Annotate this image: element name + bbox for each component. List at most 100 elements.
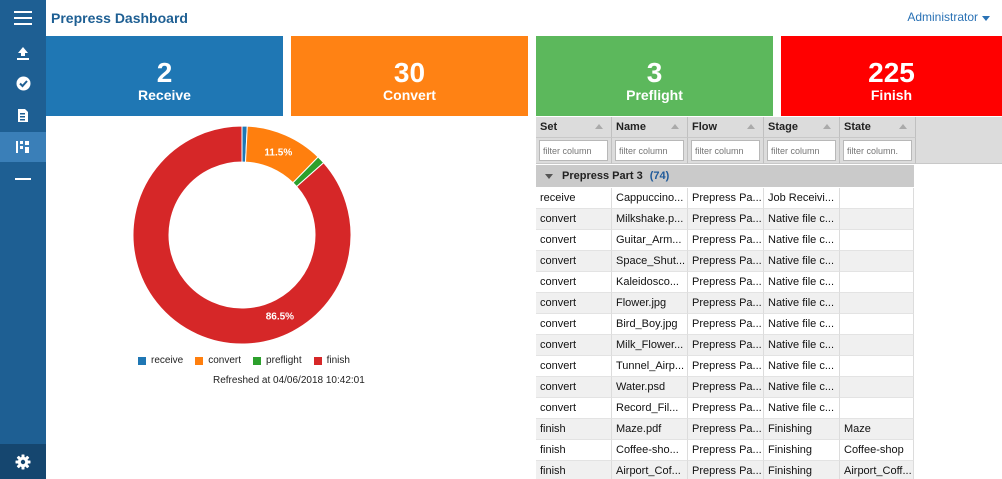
- cell-set: convert: [536, 377, 612, 398]
- table-header-filler: [914, 117, 1002, 164]
- cell-state: Maze: [840, 419, 914, 440]
- legend-swatch: [253, 356, 262, 365]
- tile-receive[interactable]: 2 Receive: [46, 36, 283, 116]
- table-row[interactable]: convert Tunnel_Airp... Prepress Pa... Nativ…: [536, 356, 914, 377]
- chart-panel: 11.5% 86.5% receive convert preflight finish…: [46, 117, 536, 479]
- tile-label: Convert: [383, 87, 436, 103]
- cell-name: Cappuccino...: [612, 188, 688, 209]
- column-header-stage[interactable]: Stage: [764, 117, 840, 138]
- column-header-name[interactable]: Name: [612, 117, 688, 138]
- table-row[interactable]: convert Record_Fil... Prepress Pa... Native…: [536, 398, 914, 419]
- tile-value: 2: [156, 57, 173, 88]
- table-row[interactable]: receive Cappuccino... Prepress Pa... Job Re…: [536, 188, 914, 209]
- tile-finish[interactable]: 225 Finish: [781, 36, 1002, 116]
- cell-name: Space_Shut...: [612, 251, 688, 272]
- cell-flow: Prepress Pa...: [688, 272, 764, 293]
- table-row[interactable]: convert Water.psd Prepress Pa... Native fil…: [536, 377, 914, 398]
- tile-preflight[interactable]: 3 Preflight: [536, 36, 773, 116]
- column-header-flow[interactable]: Flow: [688, 117, 764, 138]
- sort-icon[interactable]: [595, 124, 603, 129]
- table-row[interactable]: convert Milk_Flower... Prepress Pa... Nativ…: [536, 335, 914, 356]
- table-row[interactable]: convert Guitar_Arm... Prepress Pa... Native…: [536, 230, 914, 251]
- filter-input-name[interactable]: [615, 140, 684, 161]
- cell-flow: Prepress Pa...: [688, 398, 764, 419]
- table-row[interactable]: convert Bird_Boy.jpg Prepress Pa... Native …: [536, 314, 914, 335]
- divider-icon: [15, 178, 31, 180]
- sort-icon[interactable]: [671, 124, 679, 129]
- cell-stage: Native file c...: [764, 230, 840, 251]
- table-row[interactable]: convert Milkshake.p... Prepress Pa... Nativ…: [536, 209, 914, 230]
- cell-set: convert: [536, 209, 612, 230]
- cell-stage: Native file c...: [764, 356, 840, 377]
- user-menu[interactable]: Administrator: [907, 10, 990, 24]
- filter-input-set[interactable]: [539, 140, 608, 161]
- cell-set: receive: [536, 188, 612, 209]
- cell-flow: Prepress Pa...: [688, 314, 764, 335]
- cell-set: convert: [536, 251, 612, 272]
- legend-item-preflight[interactable]: preflight: [253, 355, 302, 366]
- chevron-down-icon: [982, 15, 990, 21]
- collapse-triangle-icon[interactable]: [545, 173, 553, 179]
- sort-icon[interactable]: [823, 124, 831, 129]
- group-label: Prepress Part 3: [562, 170, 643, 182]
- filter-input-stage[interactable]: [767, 140, 836, 161]
- sort-icon[interactable]: [899, 124, 907, 129]
- cell-set: convert: [536, 398, 612, 419]
- table-row[interactable]: finish Airport_Cof... Prepress Pa... Finish…: [536, 461, 914, 479]
- sidebar-item-dashboard[interactable]: [0, 132, 46, 162]
- cell-stage: Native file c...: [764, 314, 840, 335]
- cell-set: convert: [536, 335, 612, 356]
- cell-state: [840, 398, 914, 419]
- table-row[interactable]: convert Space_Shut... Prepress Pa... Native…: [536, 251, 914, 272]
- cell-set: convert: [536, 314, 612, 335]
- tile-value: 30: [393, 57, 426, 88]
- cell-stage: Native file c...: [764, 293, 840, 314]
- settings-button[interactable]: [0, 444, 46, 479]
- legend-label: finish: [326, 355, 350, 366]
- sidebar-item-upload[interactable]: [0, 38, 46, 68]
- cell-set: finish: [536, 461, 612, 479]
- cell-set: convert: [536, 356, 612, 377]
- cell-name: Guitar_Arm...: [612, 230, 688, 251]
- cell-stage: Finishing: [764, 419, 840, 440]
- table-row[interactable]: convert Kaleidosco... Prepress Pa... Native…: [536, 272, 914, 293]
- cell-set: convert: [536, 272, 612, 293]
- group-row[interactable]: Prepress Part 3 (74): [536, 165, 914, 187]
- group-count: (74): [649, 170, 670, 182]
- filter-input-flow[interactable]: [691, 140, 760, 161]
- sidebar-item-documents[interactable]: [0, 100, 46, 130]
- slice-finish[interactable]: [132, 125, 352, 345]
- legend-item-convert[interactable]: convert: [195, 355, 241, 366]
- cell-stage: Native file c...: [764, 398, 840, 419]
- tile-value: 225: [868, 57, 915, 88]
- table-row[interactable]: convert Flower.jpg Prepress Pa... Native fi…: [536, 293, 914, 314]
- legend-item-receive[interactable]: receive: [138, 355, 183, 366]
- cell-stage: Finishing: [764, 440, 840, 461]
- menu-button[interactable]: [0, 0, 46, 36]
- tile-convert[interactable]: 30 Convert: [291, 36, 528, 116]
- cell-state: [840, 209, 914, 230]
- legend-label: convert: [208, 355, 242, 366]
- cell-stage: Native file c...: [764, 272, 840, 293]
- table-row[interactable]: finish Maze.pdf Prepress Pa... Finishing Maz…: [536, 419, 914, 440]
- data-label-convert: 11.5%: [264, 148, 292, 159]
- sort-icon[interactable]: [747, 124, 755, 129]
- sidebar-item-more[interactable]: [0, 164, 46, 194]
- data-label-finish: 86.5%: [266, 312, 294, 323]
- cell-flow: Prepress Pa...: [688, 356, 764, 377]
- user-name: Administrator: [907, 10, 978, 24]
- legend-item-finish[interactable]: finish: [313, 355, 350, 366]
- cell-stage: Job Receivi...: [764, 188, 840, 209]
- upload-icon: [17, 47, 29, 60]
- cell-flow: Prepress Pa...: [688, 209, 764, 230]
- page-title: Prepress Dashboard: [51, 10, 188, 26]
- sidebar-item-approvals[interactable]: [0, 68, 46, 98]
- table-row[interactable]: finish Coffee-sho... Prepress Pa... Finishi…: [536, 440, 914, 461]
- legend-label: receive: [151, 355, 184, 366]
- filter-input-state[interactable]: [843, 140, 912, 161]
- cell-name: Flower.jpg: [612, 293, 688, 314]
- cell-flow: Prepress Pa...: [688, 251, 764, 272]
- column-header-state[interactable]: State: [840, 117, 916, 138]
- column-header-set[interactable]: Set: [536, 117, 612, 138]
- cell-state: [840, 188, 914, 209]
